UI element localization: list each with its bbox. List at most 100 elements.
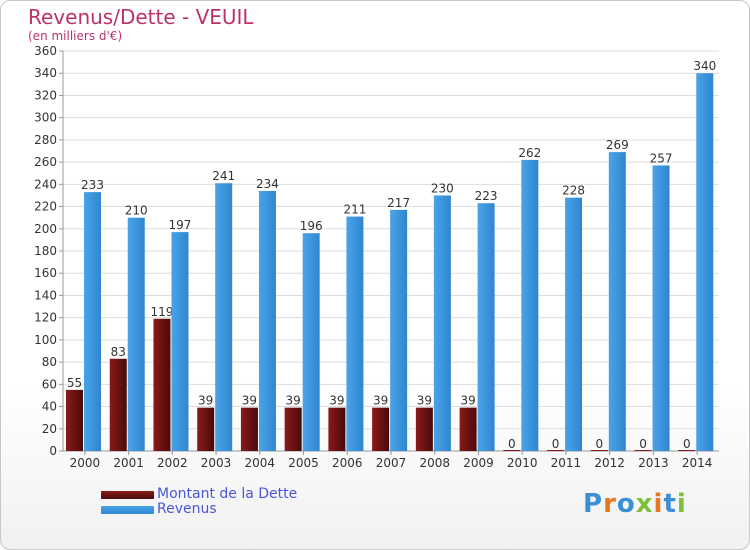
y-tick-label: 120 bbox=[34, 311, 57, 325]
dette-bar bbox=[328, 407, 346, 451]
x-tick-label: 2002 bbox=[157, 456, 188, 470]
proxiti-logo: Proxiti bbox=[583, 489, 687, 519]
revenus-value-label: 210 bbox=[125, 204, 148, 218]
revenus-bar bbox=[608, 152, 626, 451]
logo-letter: r bbox=[603, 489, 617, 519]
dette-value-label: 39 bbox=[286, 394, 301, 408]
revenus-value-label: 228 bbox=[562, 184, 585, 198]
dette-bar bbox=[415, 407, 433, 451]
x-tick-label: 2012 bbox=[594, 456, 625, 470]
logo-letter: i bbox=[653, 489, 664, 519]
y-tick-label: 340 bbox=[34, 66, 57, 80]
dette-value-label: 0 bbox=[639, 437, 647, 451]
revenus-value-label: 340 bbox=[693, 59, 716, 73]
y-tick-label: 0 bbox=[49, 444, 57, 458]
x-tick-label: 2005 bbox=[288, 456, 319, 470]
logo-letter: x bbox=[635, 489, 654, 519]
logo-letter: P bbox=[583, 489, 604, 519]
revenus-bar bbox=[302, 233, 320, 451]
revenus-value-label: 241 bbox=[212, 169, 235, 183]
revenus-value-label: 217 bbox=[387, 196, 410, 210]
y-tick-label: 160 bbox=[34, 266, 57, 280]
revenus-value-label: 197 bbox=[169, 218, 192, 232]
revenus-value-label: 269 bbox=[606, 138, 629, 152]
revenus-bar bbox=[565, 197, 583, 451]
dette-value-label: 55 bbox=[67, 376, 82, 390]
revenus-value-label: 233 bbox=[81, 178, 104, 192]
y-tick-label: 180 bbox=[34, 244, 57, 258]
revenus-bar bbox=[127, 217, 145, 451]
logo-letter: o bbox=[616, 489, 636, 519]
dette-value-label: 0 bbox=[508, 437, 516, 451]
x-tick-label: 2007 bbox=[376, 456, 407, 470]
y-tick-label: 300 bbox=[34, 111, 57, 125]
dette-bar bbox=[197, 407, 215, 451]
legend-swatch-revenus bbox=[101, 506, 154, 514]
revenus-bar bbox=[477, 203, 495, 451]
dette-value-label: 39 bbox=[198, 394, 213, 408]
y-tick-label: 20 bbox=[42, 422, 57, 436]
dette-bar bbox=[66, 389, 83, 451]
dette-value-label: 0 bbox=[683, 437, 691, 451]
y-tick-label: 360 bbox=[34, 44, 57, 58]
revenus-bar bbox=[258, 191, 276, 451]
dette-value-label: 0 bbox=[552, 437, 560, 451]
y-tick-label: 320 bbox=[34, 88, 57, 102]
revenus-bar bbox=[433, 195, 451, 451]
legend-swatch-dette bbox=[101, 491, 154, 499]
dette-bar bbox=[372, 407, 390, 451]
logo-letter: t bbox=[663, 489, 677, 519]
dette-value-label: 39 bbox=[460, 394, 475, 408]
y-tick-label: 40 bbox=[42, 400, 57, 414]
dette-bar bbox=[109, 358, 127, 451]
x-tick-label: 2010 bbox=[507, 456, 538, 470]
dette-bar bbox=[240, 407, 258, 451]
legend-label-dette: Montant de la Dette bbox=[157, 486, 298, 502]
x-tick-label: 2006 bbox=[332, 456, 363, 470]
revenus-value-label: 257 bbox=[650, 151, 673, 165]
legend-label-revenus: Revenus bbox=[157, 501, 217, 517]
y-tick-label: 60 bbox=[42, 377, 57, 391]
x-tick-label: 2008 bbox=[419, 456, 450, 470]
revenus-value-label: 230 bbox=[431, 181, 454, 195]
logo-letter: i bbox=[676, 489, 687, 519]
dette-value-label: 0 bbox=[595, 437, 603, 451]
dette-value-label: 83 bbox=[111, 345, 126, 359]
dette-bar bbox=[459, 407, 477, 451]
revenus-bar bbox=[521, 159, 539, 451]
revenus-bar bbox=[390, 209, 408, 451]
dette-value-label: 119 bbox=[151, 305, 174, 319]
revenus-value-label: 223 bbox=[475, 189, 498, 203]
y-tick-label: 80 bbox=[42, 355, 57, 369]
revenus-bar bbox=[171, 232, 189, 451]
revenus-bar bbox=[84, 192, 101, 451]
y-tick-label: 200 bbox=[34, 222, 57, 236]
x-tick-label: 2004 bbox=[245, 456, 276, 470]
y-tick-label: 280 bbox=[34, 133, 57, 147]
dette-value-label: 39 bbox=[242, 394, 257, 408]
revenus-value-label: 196 bbox=[300, 219, 323, 233]
revenus-bar bbox=[215, 183, 233, 451]
y-tick-label: 140 bbox=[34, 288, 57, 302]
dette-bar bbox=[284, 407, 302, 451]
revenus-bar bbox=[696, 73, 714, 451]
x-tick-label: 2011 bbox=[551, 456, 582, 470]
dette-value-label: 39 bbox=[373, 394, 388, 408]
y-tick-label: 100 bbox=[34, 333, 57, 347]
chart-title: Revenus/Dette - VEUIL bbox=[28, 5, 254, 29]
y-tick-label: 220 bbox=[34, 200, 57, 214]
y-tick-label: 260 bbox=[34, 155, 57, 169]
dette-value-label: 39 bbox=[329, 394, 344, 408]
revenus-value-label: 211 bbox=[343, 203, 366, 217]
revenus-value-label: 262 bbox=[518, 146, 541, 160]
revenus-bar bbox=[346, 216, 364, 451]
x-tick-label: 2013 bbox=[638, 456, 669, 470]
x-tick-label: 2014 bbox=[682, 456, 713, 470]
x-tick-label: 2000 bbox=[70, 456, 101, 470]
chart-subtitle: (en milliers d'€) bbox=[28, 29, 123, 43]
revenus-value-label: 234 bbox=[256, 177, 279, 191]
dette-bar bbox=[153, 318, 171, 451]
x-tick-label: 2009 bbox=[463, 456, 494, 470]
